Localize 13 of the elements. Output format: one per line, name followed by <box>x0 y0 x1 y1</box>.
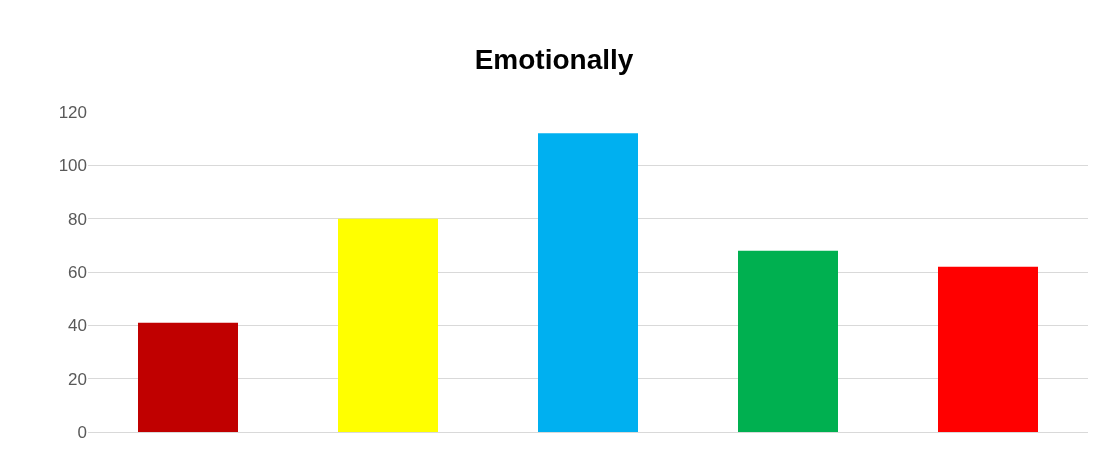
bar <box>738 250 838 432</box>
bar <box>338 218 438 432</box>
y-tick-label: 80 <box>68 209 87 229</box>
y-tick-label: 120 <box>58 102 87 122</box>
bar <box>538 133 638 432</box>
y-tick-label: 20 <box>68 369 87 389</box>
bar <box>138 322 238 432</box>
chart-title: Emotionally <box>474 43 634 75</box>
y-tick-label: 0 <box>77 422 87 442</box>
y-tick-label: 100 <box>58 156 87 176</box>
y-tick-label: 40 <box>68 316 87 336</box>
y-tick-label: 60 <box>68 262 87 282</box>
bar <box>938 266 1038 432</box>
